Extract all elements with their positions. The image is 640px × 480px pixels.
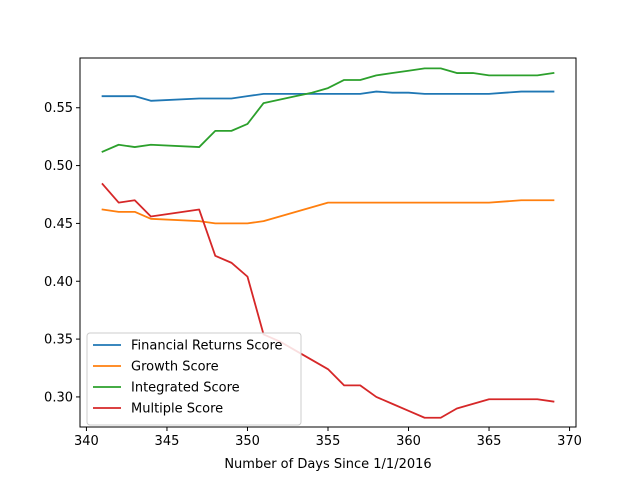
series-line (101, 90, 555, 102)
series-line (101, 199, 555, 225)
y-tick-label: 0.50 (44, 159, 73, 174)
legend-entry-label: Multiple Score (131, 402, 223, 417)
x-axis-label: Number of Days Since 1/1/2016 (224, 457, 431, 472)
y-tick-label: 0.45 (44, 217, 73, 232)
y-tick-label: 0.55 (44, 101, 73, 116)
x-tick-label: 345 (155, 434, 180, 449)
legend-entry-label: Integrated Score (131, 381, 240, 396)
y-tick-label: 0.30 (44, 390, 73, 405)
legend-entry-label: Growth Score (131, 360, 219, 375)
x-tick-label: 340 (74, 434, 99, 449)
x-tick-label: 360 (396, 434, 421, 449)
x-tick-label: 355 (316, 434, 341, 449)
series-line (101, 182, 555, 419)
axes: 340 345 350 355 360 365 370 0.30 0.35 0.40 0.45 0.5… (44, 57, 582, 449)
x-tick-label: 370 (557, 434, 582, 449)
x-tick-label: 365 (477, 434, 502, 449)
plot-area (101, 67, 555, 419)
legend: Financial Returns Score Growth Score Integ… (86, 332, 302, 426)
legend-box (86, 332, 302, 426)
legend-entry-label: Financial Returns Score (131, 339, 283, 354)
x-tick-label: 350 (235, 434, 260, 449)
series-line (101, 67, 555, 153)
y-tick-label: 0.35 (44, 333, 73, 348)
y-tick-label: 0.40 (44, 275, 73, 290)
